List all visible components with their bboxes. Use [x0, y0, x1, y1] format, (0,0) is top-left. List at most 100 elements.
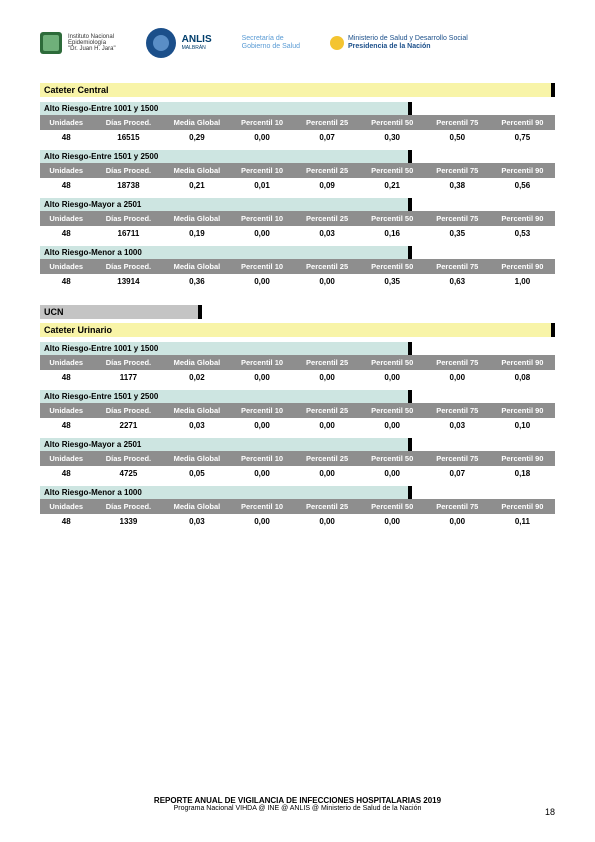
cell: 18738 [92, 178, 164, 193]
col-header: Percentil 50 [360, 355, 425, 370]
col-header: Media Global [164, 451, 229, 466]
col-header: Percentil 90 [490, 211, 555, 226]
cell: 0,50 [425, 130, 490, 145]
group-title: Alto Riesgo-Entre 1001 y 1500 [40, 102, 412, 115]
col-header: Unidades [40, 163, 92, 178]
cell: 0,21 [164, 178, 229, 193]
section-title-cateter-urinario: Cateter Urinario [40, 323, 555, 337]
cell: 0,16 [360, 226, 425, 241]
cell: 0,00 [229, 226, 294, 241]
section-title-cateter-central: Cateter Central [40, 83, 555, 97]
col-header: Unidades [40, 355, 92, 370]
col-header: Días Proced. [92, 163, 164, 178]
cell: 0,56 [490, 178, 555, 193]
cell: 0,01 [229, 178, 294, 193]
cell: 0,11 [490, 514, 555, 529]
cell: 0,00 [295, 466, 360, 481]
cell: 0,00 [360, 370, 425, 385]
cell: 0,35 [425, 226, 490, 241]
sun-icon [330, 36, 344, 50]
col-header: Percentil 10 [229, 403, 294, 418]
col-header: Percentil 75 [425, 115, 490, 130]
col-header: Percentil 50 [360, 451, 425, 466]
cell: 1339 [92, 514, 164, 529]
data-table: UnidadesDías Proced.Media GlobalPercenti… [40, 451, 555, 481]
col-header: Percentil 10 [229, 451, 294, 466]
table-row: 4811770,020,000,000,000,000,08 [40, 370, 555, 385]
cell: 16711 [92, 226, 164, 241]
cell: 0,00 [360, 418, 425, 433]
col-header: Percentil 10 [229, 355, 294, 370]
cell: 0,35 [360, 274, 425, 289]
col-header: Media Global [164, 403, 229, 418]
data-table: UnidadesDías Proced.Media GlobalPercenti… [40, 115, 555, 145]
col-header: Unidades [40, 259, 92, 274]
anlis-sub: MALBRÁN [182, 45, 212, 51]
col-header: Percentil 75 [425, 259, 490, 274]
col-header: Unidades [40, 451, 92, 466]
header-logos: Instituto Nacional Epidemiología "Dr. Ju… [40, 28, 555, 58]
cell: 0,08 [490, 370, 555, 385]
ministerio-line: Ministerio de Salud y Desarrollo Social [348, 35, 468, 43]
cell: 0,07 [425, 466, 490, 481]
cell: 0,00 [229, 130, 294, 145]
col-header: Percentil 90 [490, 403, 555, 418]
logo-ine: Instituto Nacional Epidemiología "Dr. Ju… [40, 32, 116, 54]
cell: 48 [40, 178, 92, 193]
data-table: UnidadesDías Proced.Media GlobalPercenti… [40, 211, 555, 241]
col-header: Percentil 50 [360, 403, 425, 418]
ucn-title: UCN [40, 305, 202, 319]
data-table: UnidadesDías Proced.Media GlobalPercenti… [40, 259, 555, 289]
cell: 0,10 [490, 418, 555, 433]
col-header: Percentil 10 [229, 499, 294, 514]
group-title: Alto Riesgo-Menor a 1000 [40, 486, 412, 499]
cell: 0,00 [295, 514, 360, 529]
col-header: Media Global [164, 259, 229, 274]
table-row: 4847250,050,000,000,000,070,18 [40, 466, 555, 481]
col-header: Percentil 10 [229, 211, 294, 226]
cell: 0,30 [360, 130, 425, 145]
cell: 0,75 [490, 130, 555, 145]
cell: 0,21 [360, 178, 425, 193]
col-header: Percentil 50 [360, 163, 425, 178]
cell: 48 [40, 370, 92, 385]
cell: 48 [40, 514, 92, 529]
presidencia-line: Presidencia de la Nación [348, 43, 468, 51]
col-header: Días Proced. [92, 451, 164, 466]
col-header: Percentil 90 [490, 499, 555, 514]
group-title: Alto Riesgo-Mayor a 2501 [40, 198, 412, 211]
cell: 16515 [92, 130, 164, 145]
col-header: Percentil 90 [490, 259, 555, 274]
sec-line2: Gobierno de Salud [242, 43, 300, 51]
cell: 0,00 [295, 370, 360, 385]
cell: 0,00 [229, 274, 294, 289]
col-header: Percentil 90 [490, 355, 555, 370]
ine-line3: "Dr. Juan H. Jara" [68, 46, 116, 52]
col-header: Percentil 90 [490, 163, 555, 178]
cell: 0,53 [490, 226, 555, 241]
cell: 0,00 [360, 466, 425, 481]
cell: 13914 [92, 274, 164, 289]
col-header: Percentil 25 [295, 499, 360, 514]
cell: 0,63 [425, 274, 490, 289]
col-header: Percentil 25 [295, 451, 360, 466]
data-table: UnidadesDías Proced.Media GlobalPercenti… [40, 499, 555, 529]
col-header: Percentil 50 [360, 499, 425, 514]
sec-line1: Secretaría de [242, 35, 300, 43]
col-header: Percentil 75 [425, 499, 490, 514]
cell: 0,38 [425, 178, 490, 193]
col-header: Percentil 75 [425, 211, 490, 226]
cell: 48 [40, 418, 92, 433]
col-header: Percentil 25 [295, 259, 360, 274]
table-row: 48139140,360,000,000,350,631,00 [40, 274, 555, 289]
cell: 48 [40, 274, 92, 289]
footer-title: REPORTE ANUAL DE VIGILANCIA DE INFECCION… [0, 796, 595, 805]
cell: 0,03 [295, 226, 360, 241]
col-header: Unidades [40, 115, 92, 130]
cell: 0,00 [229, 514, 294, 529]
logo-secretaria: Secretaría de Gobierno de Salud [242, 35, 300, 50]
cell: 0,02 [164, 370, 229, 385]
data-table: UnidadesDías Proced.Media GlobalPercenti… [40, 355, 555, 385]
col-header: Media Global [164, 499, 229, 514]
col-header: Media Global [164, 355, 229, 370]
